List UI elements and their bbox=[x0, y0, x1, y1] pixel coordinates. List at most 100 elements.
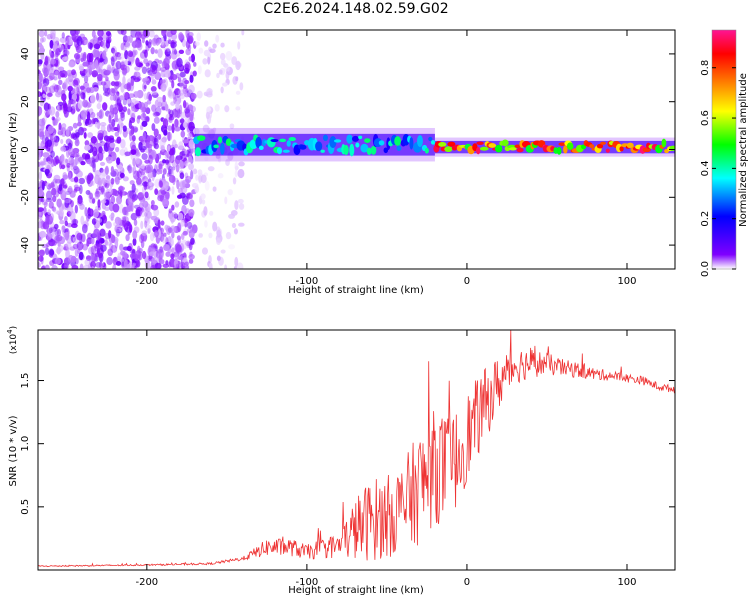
spectrogram-cell bbox=[104, 69, 111, 75]
spectrogram-cell bbox=[204, 156, 209, 162]
spectrogram-cell bbox=[146, 67, 151, 74]
snr-panel: -200 -100 0 100 0.5 1.0 1.5 Height of straight… bbox=[6, 326, 676, 596]
spectrogram-cell bbox=[220, 249, 226, 254]
colorbar-tick-label: 0.8 bbox=[700, 60, 711, 76]
spectrogram-cell bbox=[78, 177, 86, 185]
spectrogram-cell bbox=[170, 30, 177, 35]
spectrogram-cell bbox=[173, 213, 179, 219]
spectrogram-cell bbox=[66, 162, 71, 168]
spectrogram-cell bbox=[120, 111, 125, 119]
spectrogram-cell bbox=[43, 114, 48, 123]
spectrogram-cell bbox=[128, 93, 136, 98]
spectrogram-cell bbox=[83, 39, 89, 45]
colorbar-frame bbox=[711, 29, 737, 270]
spectrogram-cell bbox=[56, 246, 61, 255]
spectrogram-cell bbox=[213, 144, 219, 149]
spectrogram-cell bbox=[132, 171, 136, 177]
spectrogram-cell bbox=[138, 233, 144, 244]
spectrogram-cell bbox=[65, 78, 69, 83]
spectrogram-cell bbox=[74, 30, 80, 35]
spectrogram-cell bbox=[171, 123, 175, 134]
spectrogram-cell bbox=[171, 166, 176, 171]
spectrogram-cell bbox=[175, 100, 180, 111]
spectrogram-cell bbox=[97, 199, 101, 208]
spectrogram-cell bbox=[177, 212, 184, 221]
spectrogram-cell bbox=[128, 224, 133, 233]
spectrogram-cell bbox=[130, 128, 134, 137]
spectrogram-cell bbox=[222, 82, 228, 87]
spectrogram-cell bbox=[151, 37, 158, 46]
spectrogram-cell bbox=[131, 135, 136, 142]
spectrogram-cell bbox=[132, 230, 138, 240]
spectrogram-cell bbox=[96, 112, 101, 117]
spectrogram-cell bbox=[38, 59, 43, 65]
spectrogram-cell bbox=[258, 145, 264, 150]
spectrogram-cell bbox=[224, 264, 228, 269]
spectrogram-cell bbox=[186, 221, 193, 229]
spectrogram-cell bbox=[38, 207, 44, 212]
spectrogram-cell bbox=[164, 49, 168, 56]
spectrogram-cell bbox=[40, 197, 45, 203]
spectrogram-cell bbox=[212, 221, 218, 232]
spectrogram-cell bbox=[167, 145, 171, 152]
spectrogram-cell bbox=[201, 247, 209, 255]
spectrogram-cell bbox=[96, 93, 103, 103]
spectrogram-cell bbox=[81, 152, 87, 160]
spectrogram-cell bbox=[84, 140, 90, 146]
spectrogram-cell bbox=[67, 101, 72, 111]
spectrogram-cell bbox=[104, 179, 112, 184]
spectrogram-cell bbox=[77, 195, 83, 205]
spectrogram-cell bbox=[166, 131, 173, 141]
spectrogram-cell bbox=[168, 174, 176, 183]
colorbar-ticks: 0.0 0.2 0.4 0.6 0.8 bbox=[700, 60, 736, 277]
spectrogram-cell bbox=[162, 232, 167, 237]
spectrogram-cell bbox=[132, 238, 137, 246]
spectrogram-cell bbox=[136, 259, 141, 268]
spectrogram-cell bbox=[444, 146, 453, 153]
spectrogram-cell bbox=[96, 248, 101, 255]
spectrogram-cell bbox=[85, 85, 92, 96]
spectrogram-cell bbox=[86, 175, 92, 185]
spectrogram-cell bbox=[42, 93, 46, 99]
spectrogram-cell bbox=[99, 228, 106, 237]
spectrogram-cell bbox=[394, 136, 402, 146]
spectrogram-cell bbox=[188, 242, 193, 251]
spectrogram-cell bbox=[78, 184, 83, 195]
spectrogram-cell bbox=[38, 262, 41, 268]
spectrogram-cell bbox=[235, 90, 241, 95]
spectrogram-cell bbox=[596, 143, 604, 149]
spectrogram-cell bbox=[44, 247, 50, 256]
spectrogram-x-tick-label: 100 bbox=[617, 276, 636, 287]
spectrogram-cell bbox=[45, 214, 50, 225]
snr-y-axis-label: SNR (10 * v/v) bbox=[8, 415, 19, 486]
spectrogram-cell bbox=[160, 144, 166, 152]
spectrogram-cell bbox=[100, 238, 105, 244]
spectrogram-cell bbox=[132, 158, 136, 167]
snr-frame bbox=[37, 329, 676, 571]
spectrogram-cell bbox=[134, 127, 138, 133]
spectrogram-cell bbox=[145, 224, 152, 231]
spectrogram-cell bbox=[171, 212, 178, 218]
spectrogram-cell bbox=[80, 161, 86, 166]
spectrogram-cell bbox=[80, 92, 86, 100]
spectrogram-cell bbox=[619, 146, 624, 152]
spectrogram-cell bbox=[177, 222, 182, 233]
spectrogram-cell bbox=[177, 77, 182, 83]
spectrogram-cell bbox=[96, 180, 102, 190]
spectrogram-cell bbox=[71, 264, 79, 269]
spectrogram-cell bbox=[90, 245, 97, 255]
spectrogram-cell bbox=[115, 60, 122, 70]
spectrogram-cell bbox=[51, 116, 55, 121]
snr-x-axis-label: Height of straight line (km) bbox=[288, 585, 424, 596]
spectrogram-cell bbox=[125, 234, 130, 242]
spectrogram-cell bbox=[228, 213, 236, 219]
spectrogram-cell bbox=[100, 81, 107, 86]
spectrogram-cell bbox=[117, 30, 125, 35]
spectrogram-cell bbox=[61, 93, 67, 102]
spectrogram-cell bbox=[168, 36, 172, 44]
spectrogram-cell bbox=[130, 77, 135, 87]
spectrogram-cell bbox=[358, 135, 363, 140]
spectrogram-cell bbox=[58, 122, 62, 131]
spectrogram-cell bbox=[53, 69, 60, 76]
spectrogram-cell bbox=[216, 229, 222, 238]
